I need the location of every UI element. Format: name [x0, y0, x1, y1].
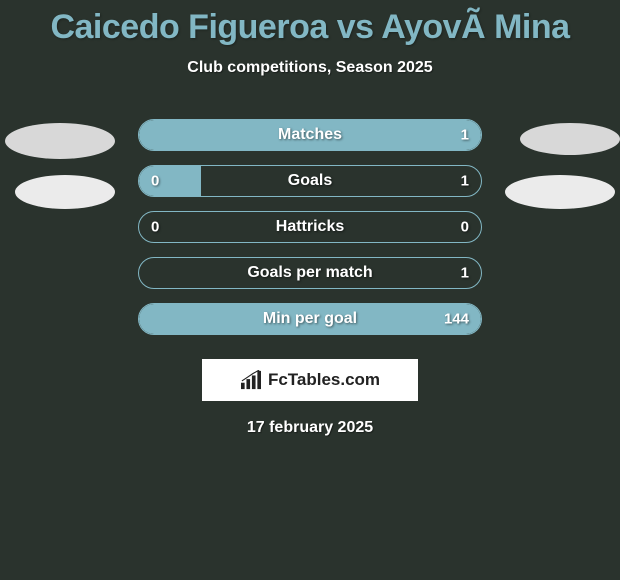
stat-label: Goals per match: [247, 264, 372, 282]
player-left-ellipse-2: [15, 175, 115, 209]
stat-bars: Matches 1 0 Goals 1 0 Hattricks 0 Goals …: [138, 119, 482, 335]
stat-bar-goals: 0 Goals 1: [138, 165, 482, 197]
stat-label: Min per goal: [263, 310, 357, 328]
chart-icon: [240, 370, 262, 390]
stat-label: Hattricks: [276, 218, 344, 236]
stat-label: Goals: [288, 172, 332, 190]
player-left-ellipse-1: [5, 123, 115, 159]
stat-bar-goals-per-match: Goals per match 1: [138, 257, 482, 289]
comparison-infographic: Caicedo Figueroa vs AyovÃ Mina Club comp…: [0, 0, 620, 437]
stat-left-value: 0: [151, 219, 159, 236]
stats-area: Matches 1 0 Goals 1 0 Hattricks 0 Goals …: [0, 119, 620, 335]
stat-right-value: 1: [461, 173, 469, 190]
stat-right-value: 1: [461, 127, 469, 144]
logo-text: FcTables.com: [268, 370, 380, 390]
player-right-ellipse-1: [520, 123, 620, 155]
subtitle: Club competitions, Season 2025: [0, 59, 620, 77]
date-text: 17 february 2025: [0, 419, 620, 437]
stat-label: Matches: [278, 126, 342, 144]
page-title: Caicedo Figueroa vs AyovÃ Mina: [0, 8, 620, 47]
stat-right-value: 0: [461, 219, 469, 236]
logo-box: FcTables.com: [202, 359, 418, 401]
stat-bar-matches: Matches 1: [138, 119, 482, 151]
stat-bar-min-per-goal: Min per goal 144: [138, 303, 482, 335]
stat-bar-hattricks: 0 Hattricks 0: [138, 211, 482, 243]
stat-right-value: 144: [444, 311, 469, 328]
stat-fill: [139, 166, 201, 196]
stat-right-value: 1: [461, 265, 469, 282]
stat-left-value: 0: [151, 173, 159, 190]
player-right-ellipse-2: [505, 175, 615, 209]
